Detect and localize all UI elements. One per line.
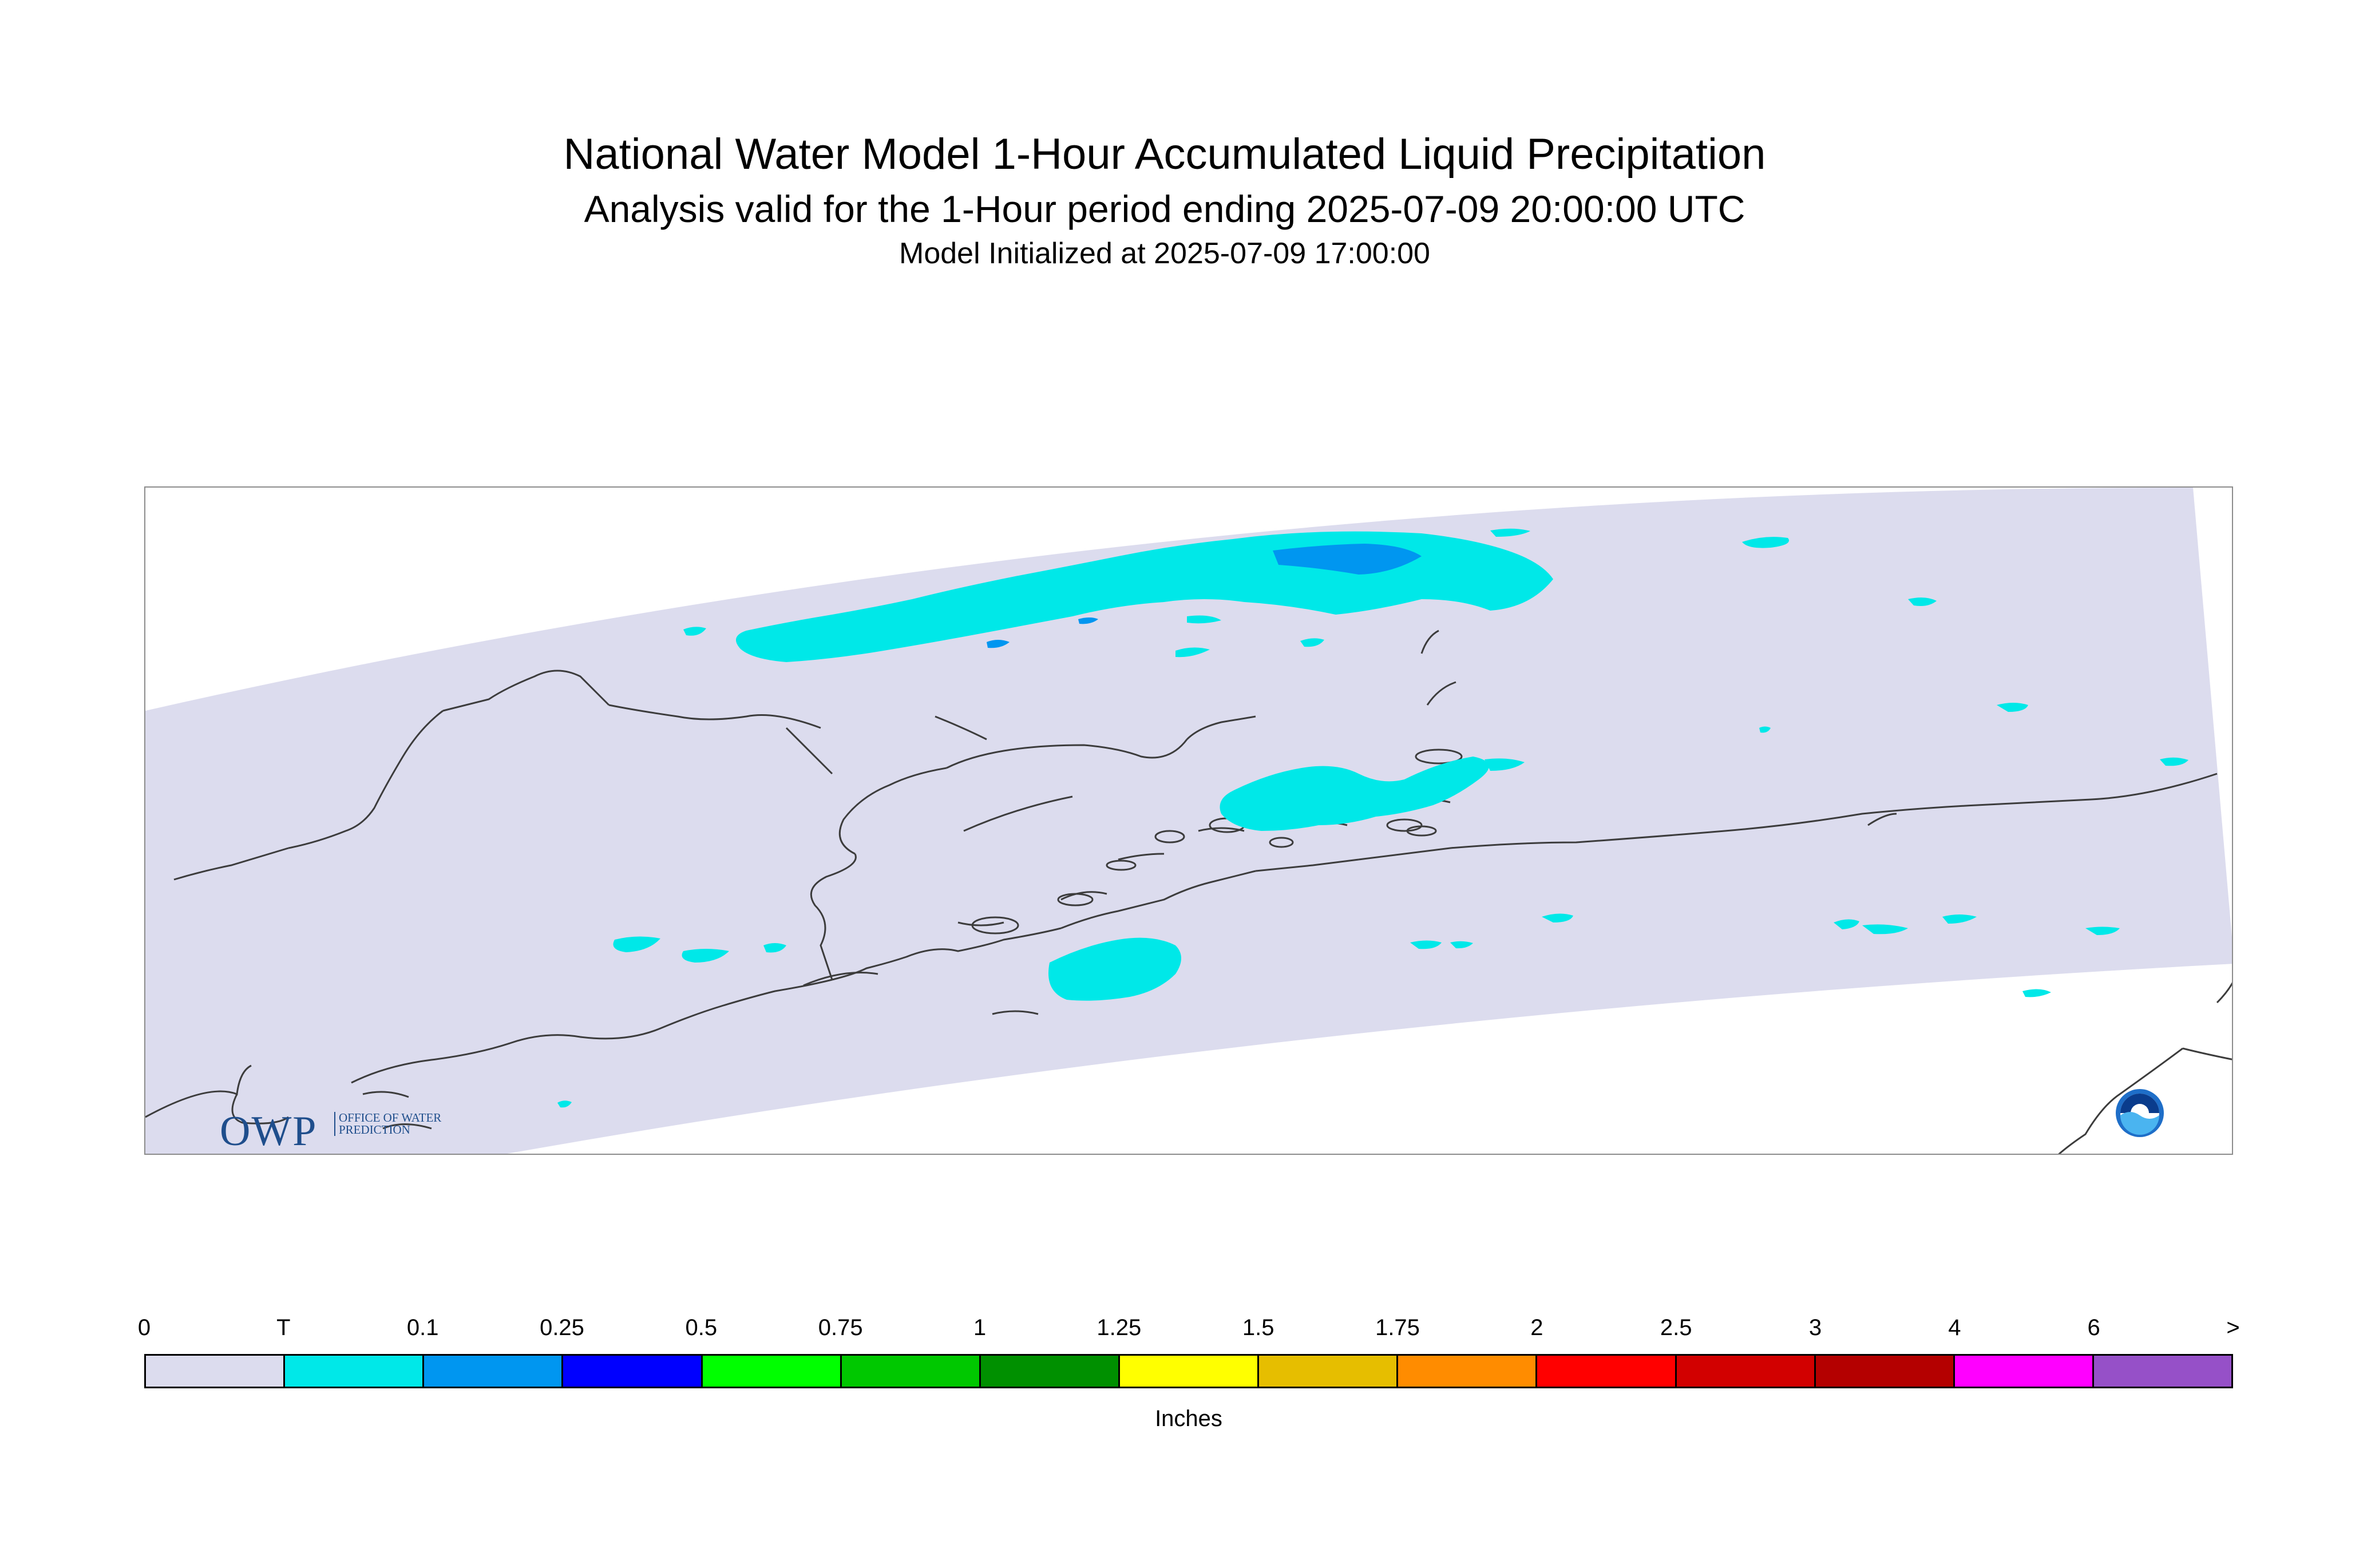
legend-swatch [1119, 1356, 1260, 1387]
model-domain [145, 488, 2232, 1154]
legend-swatch [1815, 1356, 1955, 1387]
legend-swatch [285, 1356, 425, 1387]
noaa-logo [2116, 1089, 2164, 1137]
precip-tenth-inch [987, 544, 1422, 648]
legend-swatch [980, 1356, 1120, 1387]
legend-tick-label: 1.75 [1375, 1315, 1420, 1340]
legend-swatch [1537, 1356, 1677, 1387]
precipitation-map [145, 488, 2232, 1154]
legend-tick-label: 1 [973, 1315, 987, 1340]
map-panel: OWP OFFICE OF WATER PREDICTION [144, 486, 2233, 1155]
coastlines [145, 982, 2232, 1154]
legend-tick-label: T [276, 1315, 291, 1340]
legend-tick-label: 0.75 [818, 1315, 863, 1340]
legend-tick-label: 2.5 [1660, 1315, 1692, 1340]
legend-tick-label: 0.25 [540, 1315, 584, 1340]
legend-colorbar [144, 1354, 2233, 1388]
legend-swatch [2093, 1356, 2232, 1387]
map-subtitle: Analysis valid for the 1-Hour period end… [584, 188, 1745, 230]
legend-tick-label: 3 [1808, 1315, 1822, 1340]
legend-swatch [1676, 1356, 1816, 1387]
legend-tick-label: 1.25 [1097, 1315, 1142, 1340]
legend-swatch [563, 1356, 703, 1387]
legend-tick-label: 4 [1948, 1315, 1961, 1340]
legend-units-label: Inches [1155, 1406, 1222, 1431]
legend-swatch [702, 1356, 842, 1387]
islands [803, 629, 1897, 1015]
legend-swatch [424, 1356, 564, 1387]
model-init-text: Model Initialized at 2025-07-09 17:00:00 [899, 237, 1430, 270]
owp-logo: OWP OFFICE OF WATER PREDICTION [220, 1107, 441, 1154]
legend-tick-label: 0.5 [685, 1315, 718, 1340]
legend-tick-label: 1.5 [1242, 1315, 1274, 1340]
legend-tick-label: 0 [137, 1315, 151, 1340]
legend-tick-label: 2 [1530, 1315, 1543, 1340]
legend-swatch [146, 1356, 286, 1387]
legend-swatch [1259, 1356, 1399, 1387]
legend-tick-label: 6 [2087, 1315, 2100, 1340]
legend-swatch [1398, 1356, 1538, 1387]
alaska-coastline [173, 670, 2218, 1084]
legend-swatch [841, 1356, 981, 1387]
legend-tick-label: 0.1 [406, 1315, 439, 1340]
legend-swatch [1954, 1356, 2094, 1387]
legend-tick-label: > [2226, 1315, 2240, 1340]
map-title: National Water Model 1-Hour Accumulated … [563, 130, 1766, 179]
